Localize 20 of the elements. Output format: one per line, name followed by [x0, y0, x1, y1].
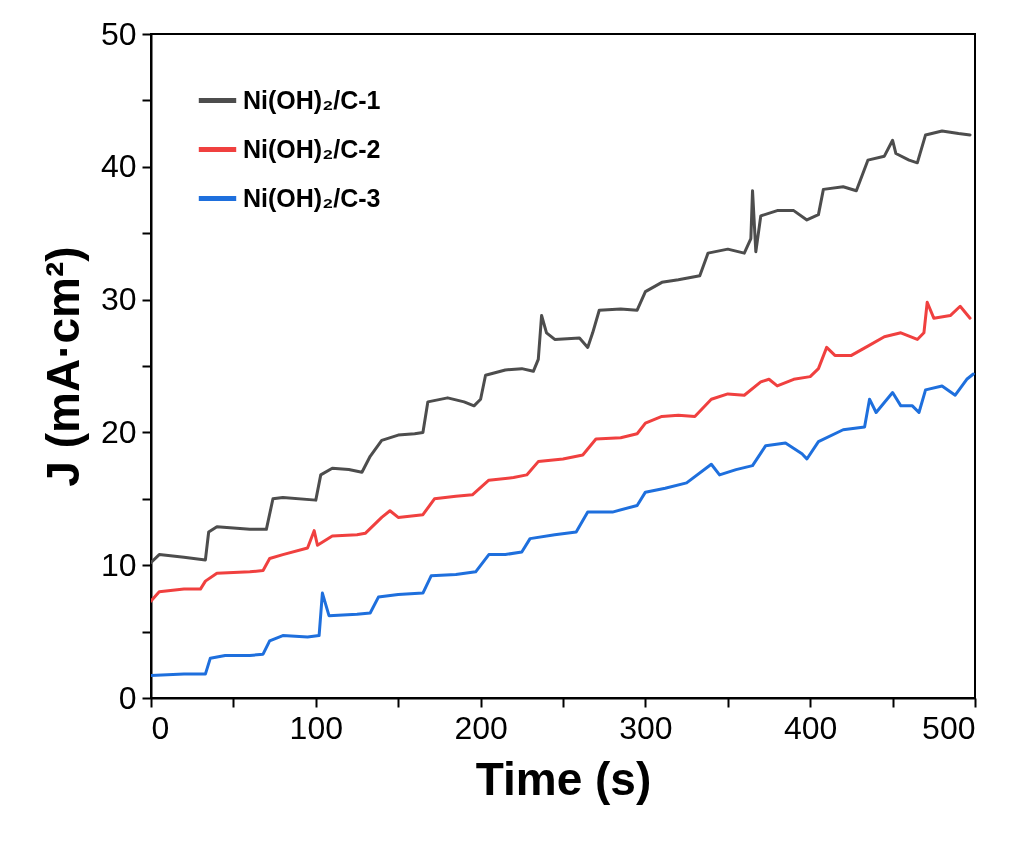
x-tick-label: 400 — [784, 709, 838, 746]
x-axis-title: Time (s) — [475, 752, 652, 805]
legend-label: Ni(OH)₂/C-2 — [243, 134, 381, 163]
x-tick-label: 500 — [922, 709, 976, 746]
y-tick-label: 30 — [100, 281, 137, 318]
y-tick-label: 50 — [100, 15, 137, 52]
y-tick-label: 20 — [100, 413, 137, 450]
x-tick-label: 0 — [151, 709, 170, 746]
line-series — [151, 129, 972, 565]
x-tick-label: 100 — [289, 709, 343, 746]
y-tick-label: 0 — [118, 679, 137, 716]
legend-label: Ni(OH)₂/C-3 — [243, 183, 381, 212]
x-tick-label: 300 — [619, 709, 673, 746]
y-tick-label: 40 — [100, 148, 137, 185]
y-axis-title: J (mA·cm²) — [36, 246, 89, 487]
x-tick-label: 200 — [454, 709, 508, 746]
line-series — [151, 372, 975, 677]
line-series — [151, 300, 972, 603]
legend-label: Ni(OH)₂/C-1 — [243, 85, 381, 114]
y-tick-label: 10 — [100, 546, 137, 583]
